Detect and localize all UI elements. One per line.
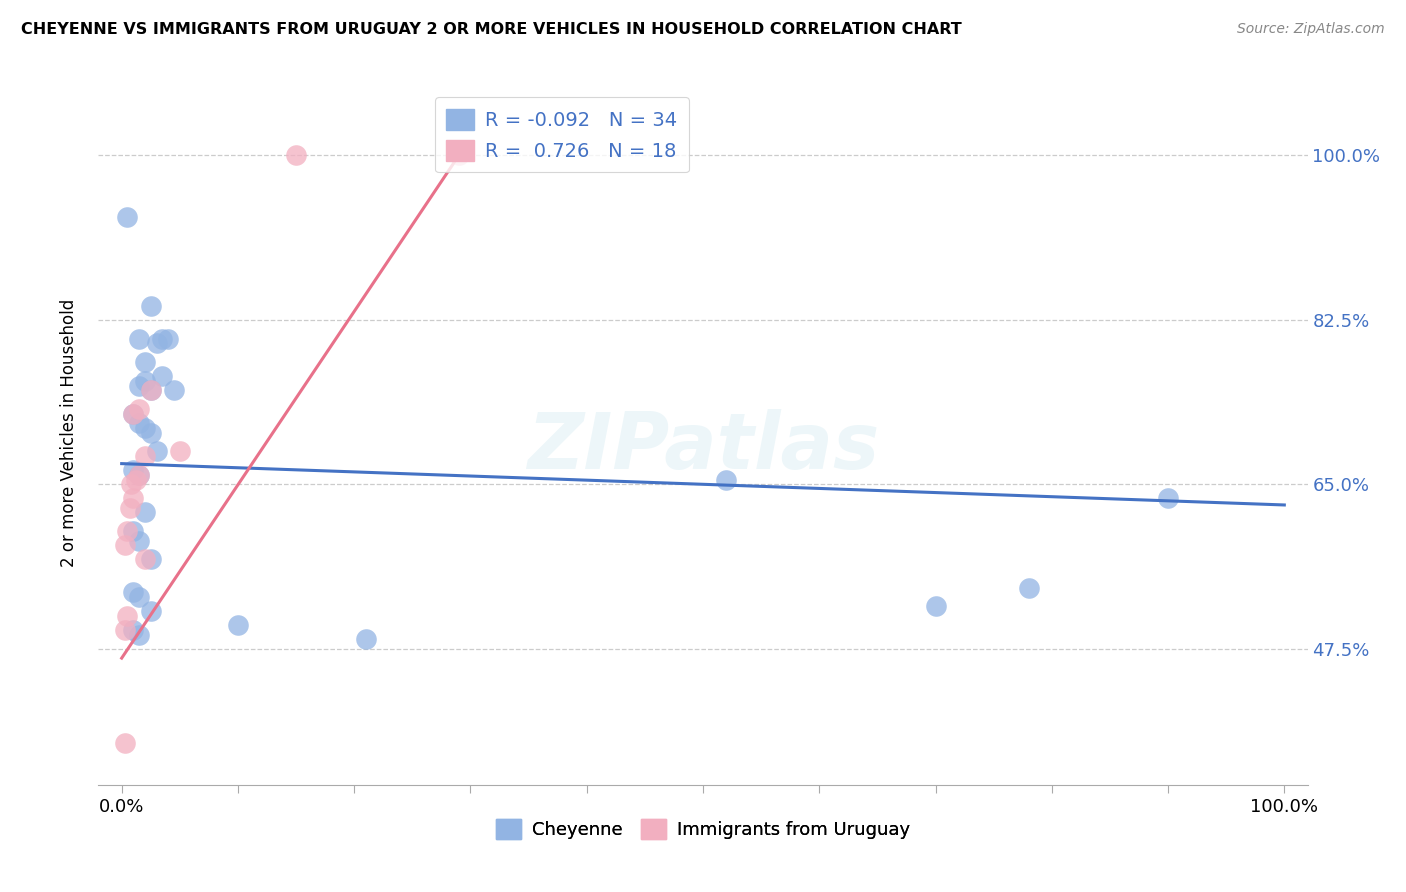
- Point: [134, 374, 156, 388]
- Point: [139, 552, 162, 566]
- Point: [122, 407, 145, 421]
- Point: [1157, 491, 1180, 506]
- Point: [157, 332, 180, 346]
- Point: [145, 444, 167, 458]
- Point: [114, 623, 136, 637]
- Point: [139, 604, 162, 618]
- Point: [122, 463, 145, 477]
- Point: [447, 148, 470, 162]
- Point: [134, 355, 156, 369]
- Point: [285, 148, 308, 162]
- Point: [114, 736, 136, 750]
- Point: [134, 552, 156, 566]
- Point: [128, 590, 150, 604]
- Y-axis label: 2 or more Vehicles in Household: 2 or more Vehicles in Household: [59, 299, 77, 566]
- Point: [128, 332, 150, 346]
- Point: [122, 623, 145, 637]
- Point: [716, 473, 738, 487]
- Point: [139, 384, 162, 398]
- Point: [114, 538, 136, 552]
- Point: [139, 299, 162, 313]
- Point: [128, 416, 150, 430]
- Point: [122, 491, 145, 506]
- Point: [134, 506, 156, 520]
- Point: [134, 421, 156, 435]
- Point: [128, 467, 150, 482]
- Point: [124, 473, 146, 487]
- Point: [122, 585, 145, 599]
- Point: [128, 533, 150, 548]
- Point: [924, 599, 946, 614]
- Point: [354, 632, 377, 647]
- Point: [128, 378, 150, 392]
- Point: [122, 407, 145, 421]
- Point: [163, 384, 186, 398]
- Text: CHEYENNE VS IMMIGRANTS FROM URUGUAY 2 OR MORE VEHICLES IN HOUSEHOLD CORRELATION : CHEYENNE VS IMMIGRANTS FROM URUGUAY 2 OR…: [21, 22, 962, 37]
- Point: [118, 500, 141, 515]
- Point: [117, 608, 139, 623]
- Point: [150, 332, 173, 346]
- Point: [128, 402, 150, 417]
- Point: [122, 524, 145, 539]
- Point: [226, 618, 249, 632]
- Point: [128, 467, 150, 482]
- Point: [1018, 581, 1040, 595]
- Point: [145, 336, 167, 351]
- Point: [128, 627, 150, 641]
- Text: ZIPatlas: ZIPatlas: [527, 409, 879, 484]
- Point: [169, 444, 191, 458]
- Point: [134, 449, 156, 463]
- Point: [150, 369, 173, 384]
- Point: [117, 524, 139, 539]
- Point: [117, 210, 139, 224]
- Point: [120, 477, 142, 491]
- Legend: Cheyenne, Immigrants from Uruguay: Cheyenne, Immigrants from Uruguay: [489, 812, 917, 847]
- Point: [139, 384, 162, 398]
- Point: [139, 425, 162, 440]
- Text: Source: ZipAtlas.com: Source: ZipAtlas.com: [1237, 22, 1385, 37]
